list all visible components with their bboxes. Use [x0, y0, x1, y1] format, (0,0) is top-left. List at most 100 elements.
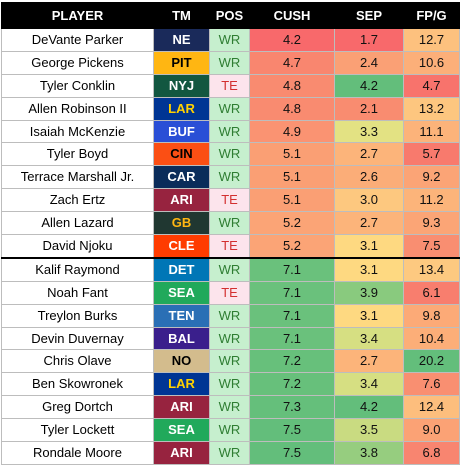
team-badge: CIN	[153, 142, 210, 167]
table-row: Rondale Moore ARI WR 7.5 3.8 6.8	[1, 441, 460, 465]
table-row: DeVante Parker NE WR 4.2 1.7 12.7	[1, 28, 460, 52]
fantasy-points-value: 5.7	[403, 142, 460, 167]
cushion-value: 7.2	[249, 372, 335, 397]
table-row: Chris Olave NO WR 7.2 2.7 20.2	[1, 349, 460, 374]
table-row: Greg Dortch ARI WR 7.3 4.2 12.4	[1, 395, 460, 420]
separation-value: 2.7	[334, 211, 404, 236]
table-row: Allen Robinson II LAR WR 4.8 2.1 13.2	[1, 96, 460, 121]
fantasy-points-value: 9.3	[403, 211, 460, 236]
player-name: Greg Dortch	[1, 395, 154, 420]
player-name: Chris Olave	[1, 349, 154, 374]
fantasy-points-value: 10.4	[403, 326, 460, 351]
team-badge: BAL	[153, 326, 210, 351]
team-badge: NE	[153, 28, 210, 52]
team-badge: LAR	[153, 372, 210, 397]
separation-value: 3.0	[334, 188, 404, 213]
table-body: DeVante Parker NE WR 4.2 1.7 12.7 George Pick…	[1, 28, 460, 465]
position: WR	[209, 50, 250, 75]
header-fpg: FP/G	[403, 2, 460, 29]
separation-value: 2.1	[334, 96, 404, 121]
position: WR	[209, 96, 250, 121]
table-row: Isaiah McKenzie BUF WR 4.9 3.3 11.1	[1, 119, 460, 144]
team-badge: DET	[153, 256, 210, 282]
cushion-value: 5.1	[249, 188, 335, 213]
team-badge: PIT	[153, 50, 210, 75]
player-name: Rondale Moore	[1, 441, 154, 465]
cushion-value: 5.1	[249, 165, 335, 190]
position: WR	[209, 119, 250, 144]
separation-value: 2.7	[334, 349, 404, 374]
position: WR	[209, 441, 250, 465]
table-row: Kalif Raymond DET WR 7.1 3.1 13.4	[1, 256, 460, 282]
player-name: Ben Skowronek	[1, 372, 154, 397]
team-badge: NO	[153, 349, 210, 374]
cushion-value: 7.1	[249, 303, 335, 328]
separation-value: 2.7	[334, 142, 404, 167]
position: WR	[209, 372, 250, 397]
position: WR	[209, 165, 250, 190]
player-name: Devin Duvernay	[1, 326, 154, 351]
fantasy-points-value: 12.4	[403, 395, 460, 420]
position: TE	[209, 234, 250, 259]
cushion-value: 5.1	[249, 142, 335, 167]
fantasy-points-value: 7.6	[403, 372, 460, 397]
fantasy-points-value: 9.0	[403, 418, 460, 443]
header-team: TM	[153, 2, 210, 29]
separation-value: 3.4	[334, 326, 404, 351]
position: WR	[209, 395, 250, 420]
separation-value: 3.3	[334, 119, 404, 144]
table-row: Terrace Marshall Jr. CAR WR 5.1 2.6 9.2	[1, 165, 460, 190]
separation-value: 2.4	[334, 50, 404, 75]
player-name: George Pickens	[1, 50, 154, 75]
cushion-value: 4.8	[249, 73, 335, 98]
cushion-value: 7.2	[249, 349, 335, 374]
player-name: Kalif Raymond	[1, 256, 154, 282]
cushion-value: 7.1	[249, 280, 335, 305]
fantasy-points-value: 10.6	[403, 50, 460, 75]
cushion-value: 4.7	[249, 50, 335, 75]
table-row: Devin Duvernay BAL WR 7.1 3.4 10.4	[1, 326, 460, 351]
position: WR	[209, 211, 250, 236]
table-row: David Njoku CLE TE 5.2 3.1 7.5	[1, 234, 460, 259]
position: TE	[209, 280, 250, 305]
player-name: Noah Fant	[1, 280, 154, 305]
team-badge: TEN	[153, 303, 210, 328]
position: WR	[209, 326, 250, 351]
player-name: Isaiah McKenzie	[1, 119, 154, 144]
team-badge: CLE	[153, 234, 210, 259]
cushion-value: 4.2	[249, 28, 335, 52]
fantasy-points-value: 7.5	[403, 234, 460, 259]
fantasy-points-value: 9.8	[403, 303, 460, 328]
player-name: Tyler Lockett	[1, 418, 154, 443]
team-badge: SEA	[153, 280, 210, 305]
table-row: Tyler Conklin NYJ TE 4.8 4.2 4.7	[1, 73, 460, 98]
separation-value: 3.5	[334, 418, 404, 443]
player-name: Tyler Boyd	[1, 142, 154, 167]
team-badge: ARI	[153, 441, 210, 465]
player-name: David Njoku	[1, 234, 154, 259]
fantasy-points-value: 20.2	[403, 349, 460, 374]
team-badge: GB	[153, 211, 210, 236]
header-player: PLAYER	[1, 2, 154, 29]
cushion-value: 7.1	[249, 326, 335, 351]
fantasy-points-value: 11.2	[403, 188, 460, 213]
table-row: Allen Lazard GB WR 5.2 2.7 9.3	[1, 211, 460, 236]
player-name: Tyler Conklin	[1, 73, 154, 98]
separation-value: 4.2	[334, 73, 404, 98]
separation-value: 3.4	[334, 372, 404, 397]
cushion-value: 7.5	[249, 418, 335, 443]
team-badge: BUF	[153, 119, 210, 144]
table-row: Tyler Boyd CIN WR 5.1 2.7 5.7	[1, 142, 460, 167]
fantasy-points-value: 13.4	[403, 256, 460, 282]
separation-value: 3.1	[334, 303, 404, 328]
player-name: Allen Lazard	[1, 211, 154, 236]
player-name: Allen Robinson II	[1, 96, 154, 121]
position: TE	[209, 188, 250, 213]
team-badge: ARI	[153, 188, 210, 213]
player-name: Treylon Burks	[1, 303, 154, 328]
team-badge: SEA	[153, 418, 210, 443]
separation-value: 1.7	[334, 28, 404, 52]
table-row: George Pickens PIT WR 4.7 2.4 10.6	[1, 50, 460, 75]
